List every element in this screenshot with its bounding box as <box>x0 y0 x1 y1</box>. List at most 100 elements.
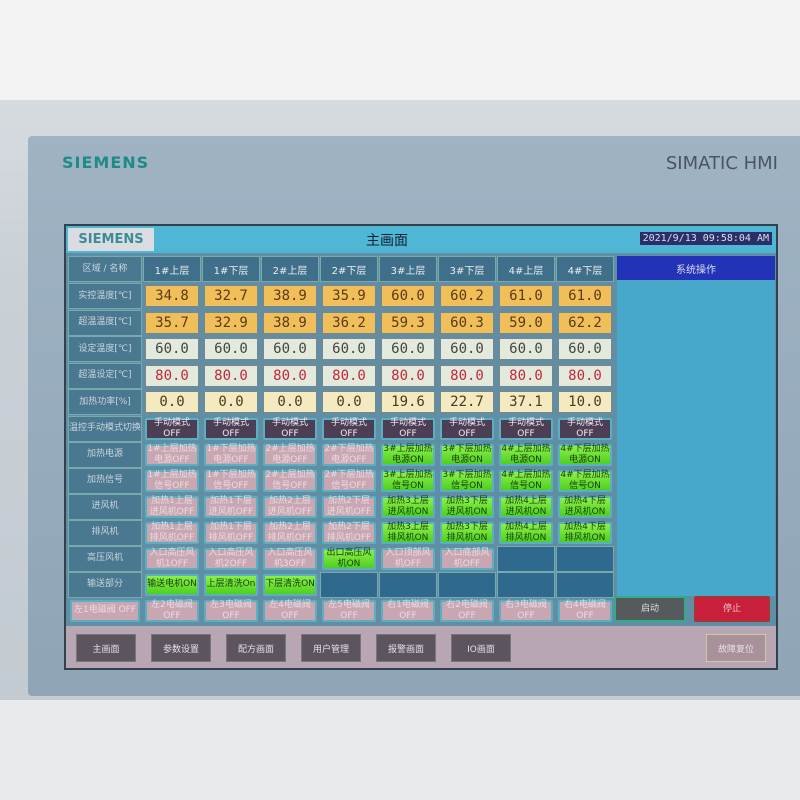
toggle-button[interactable]: 加热1下层排风机OFF <box>204 521 258 544</box>
toggle-button[interactable]: 加热3下层进风机ON <box>440 495 494 518</box>
valve-button[interactable]: 左4电磁阀 OFF <box>263 599 317 622</box>
toggle-button[interactable]: 入口顶部风机OFF <box>381 547 435 570</box>
toggle-button[interactable]: 1#上层加热电源OFF <box>145 443 199 466</box>
model-label: SIMATIC HMI <box>665 153 778 174</box>
system-panel-title: 系统操作 <box>617 256 775 280</box>
value-display: 35.7 <box>144 310 200 335</box>
toggle-button[interactable]: 2#上层加热信号OFF <box>263 469 317 492</box>
toggle-button[interactable]: 1#下层加热电源OFF <box>204 443 258 466</box>
value-display: 60.0 <box>321 337 377 361</box>
toggle-button[interactable]: 手动模式 OFF <box>204 417 258 440</box>
page-title: 主画面 <box>366 233 408 249</box>
toggle-button[interactable]: 输送电机ON <box>145 573 199 596</box>
toggle-button[interactable]: 下层清洗ON <box>263 573 317 596</box>
value-display: 80.0 <box>203 363 259 388</box>
toggle-button[interactable]: 2#下层加热电源OFF <box>322 443 376 466</box>
nav-button[interactable]: IO画面 <box>451 634 511 662</box>
toggle-button[interactable]: 加热2下层进风机OFF <box>322 495 376 518</box>
toggle-button[interactable]: 加热3上层进风机ON <box>381 495 435 518</box>
toggle-button[interactable]: 出口高压风机ON <box>322 547 376 570</box>
toggle-button[interactable]: 手动模式 OFF <box>558 417 612 440</box>
toggle-button[interactable]: 4#上层加热电源ON <box>499 443 553 466</box>
start-button[interactable]: 启动 <box>614 596 686 622</box>
toggle-button[interactable]: 加热4下层排风机ON <box>558 521 612 544</box>
nav-button[interactable]: 参数设置 <box>151 634 211 662</box>
valve-button[interactable]: 右2电磁阀 OFF <box>440 599 494 622</box>
toggle-button[interactable]: 3#下层加热信号ON <box>440 469 494 492</box>
value-display: 60.0 <box>262 337 318 361</box>
value-display: 80.0 <box>439 363 495 388</box>
toggle-button[interactable]: 4#下层加热电源ON <box>558 443 612 466</box>
value-display: 32.9 <box>203 310 259 335</box>
empty-cell <box>497 571 555 598</box>
row-label: 实控温度[℃] <box>68 283 142 309</box>
toggle-button[interactable]: 上层清洗On <box>204 573 258 596</box>
toggle-button[interactable]: 入口高压风机1OFF <box>145 547 199 570</box>
toggle-button[interactable]: 3#上层加热电源ON <box>381 443 435 466</box>
datetime-display: 2021/9/13 09:58:04 AM <box>639 232 772 245</box>
toggle-button[interactable]: 1#下层加热信号OFF <box>204 469 258 492</box>
nav-button[interactable]: 配方画面 <box>226 634 286 662</box>
toggle-button[interactable]: 入口高压风机3OFF <box>263 547 317 570</box>
valve-button[interactable]: 左1电磁阀 OFF <box>70 599 140 622</box>
toggle-button[interactable]: 1#上层加热信号OFF <box>145 469 199 492</box>
column-header: 2#下层 <box>320 256 378 282</box>
value-display: 34.8 <box>144 284 200 308</box>
title-bar: SIEMENS 主画面 2021/9/13 09:58:04 AM <box>66 226 776 253</box>
value-display: 60.0 <box>144 337 200 361</box>
toggle-button[interactable]: 加热2下层排风机OFF <box>322 521 376 544</box>
toggle-button[interactable]: 入口底部风机OFF <box>440 547 494 570</box>
value-display: 59.0 <box>498 310 554 335</box>
nav-button[interactable]: 报警画面 <box>376 634 436 662</box>
toggle-button[interactable]: 2#上层加热电源OFF <box>263 443 317 466</box>
toggle-button[interactable]: 加热4上层排风机ON <box>499 521 553 544</box>
nav-button[interactable]: 主画面 <box>76 634 136 662</box>
toggle-button[interactable]: 加热1上层进风机OFF <box>145 495 199 518</box>
valve-button[interactable]: 左3电磁阀 OFF <box>204 599 258 622</box>
column-header: 4#下层 <box>556 256 614 282</box>
toggle-button[interactable]: 3#下层加热电源ON <box>440 443 494 466</box>
toggle-button[interactable]: 加热1下层进风机OFF <box>204 495 258 518</box>
empty-cell <box>438 571 496 598</box>
column-header: 1#上层 <box>143 256 201 282</box>
value-display: 60.0 <box>380 337 436 361</box>
empty-cell <box>556 545 614 572</box>
stop-button[interactable]: 停止 <box>694 596 770 622</box>
toggle-button[interactable]: 加热2上层进风机OFF <box>263 495 317 518</box>
column-header: 2#上层 <box>261 256 319 282</box>
toggle-button[interactable]: 加热4下层进风机ON <box>558 495 612 518</box>
toggle-button[interactable]: 手动模式 OFF <box>499 417 553 440</box>
value-display: 60.3 <box>439 310 495 335</box>
table-corner-header: 区域 / 名称 <box>68 256 142 282</box>
toggle-button[interactable]: 手动模式 OFF <box>381 417 435 440</box>
row-label: 超温温度[℃] <box>68 309 142 336</box>
value-display: 80.0 <box>380 363 436 388</box>
value-display: 60.0 <box>557 337 613 361</box>
toggle-button[interactable]: 手动模式 OFF <box>440 417 494 440</box>
value-display: 32.7 <box>203 284 259 308</box>
toggle-button[interactable]: 入口高压风机2OFF <box>204 547 258 570</box>
toggle-button[interactable]: 手动模式 OFF <box>145 417 199 440</box>
row-label: 进风机 <box>68 493 142 520</box>
toggle-button[interactable]: 2#下层加热信号OFF <box>322 469 376 492</box>
wall-background <box>0 0 800 100</box>
toggle-button[interactable]: 4#上层加热信号ON <box>499 469 553 492</box>
toggle-button[interactable]: 加热2上层排风机OFF <box>263 521 317 544</box>
valve-button[interactable]: 右3电磁阀 OFF <box>499 599 553 622</box>
valve-button[interactable]: 左2电磁阀 OFF <box>145 599 199 622</box>
toggle-button[interactable]: 加热1上层排风机OFF <box>145 521 199 544</box>
toggle-button[interactable]: 4#下层加热信号ON <box>558 469 612 492</box>
fault-reset-button[interactable]: 故障复位 <box>706 634 766 662</box>
toggle-button[interactable]: 手动模式 OFF <box>322 417 376 440</box>
toggle-button[interactable]: 加热4上层进风机ON <box>499 495 553 518</box>
toggle-button[interactable]: 3#上层加热信号ON <box>381 469 435 492</box>
value-display: 80.0 <box>321 363 377 388</box>
nav-button[interactable]: 用户管理 <box>301 634 361 662</box>
toggle-button[interactable]: 加热3上层排风机ON <box>381 521 435 544</box>
toggle-button[interactable]: 手动模式 OFF <box>263 417 317 440</box>
valve-button[interactable]: 右4电磁阀 OFF <box>558 599 612 622</box>
valve-button[interactable]: 左5电磁阀 OFF <box>322 599 376 622</box>
valve-button[interactable]: 右1电磁阀 OFF <box>381 599 435 622</box>
toggle-button[interactable]: 加热3下层排风机ON <box>440 521 494 544</box>
column-header: 4#上层 <box>497 256 555 282</box>
